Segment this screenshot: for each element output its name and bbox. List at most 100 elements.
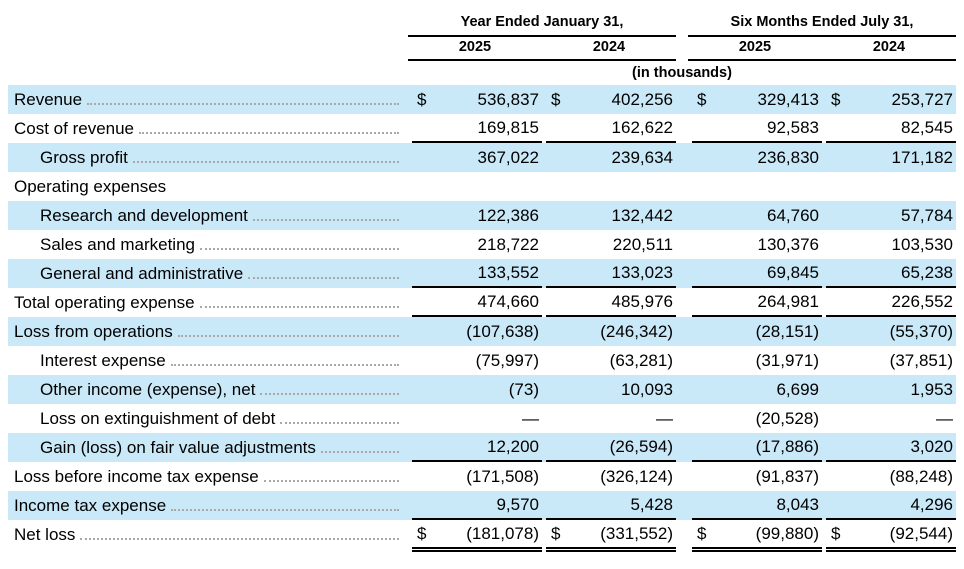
row-label: Loss on extinguishment of debt <box>40 408 276 428</box>
col-group-title: Six Months Ended July 31, <box>730 14 914 30</box>
table-row: Other income (expense), net (73) 10,093 … <box>8 375 956 404</box>
value-cell: 226,552 <box>826 288 956 317</box>
value-cell: 162,622 <box>546 114 676 143</box>
column-gap <box>676 172 688 201</box>
value-cell: — <box>546 404 676 433</box>
column-gap <box>676 143 688 172</box>
cell-value: 6,699 <box>776 379 819 399</box>
cell-value: (75,997) <box>475 350 539 370</box>
table-row: Operating expenses <box>8 172 956 201</box>
cell-value: 226,552 <box>891 291 953 311</box>
row-label: Sales and marketing <box>40 234 195 254</box>
row-label: Loss before income tax expense <box>14 466 259 486</box>
value-cell: $ 329,413 <box>692 85 822 114</box>
table-row: Research and development 122,386 132,442… <box>8 201 956 230</box>
cell-value: (63,281) <box>609 350 673 370</box>
cell-value: 65,238 <box>901 262 953 282</box>
value-cell: 64,760 <box>692 201 822 230</box>
dollar-sign: $ <box>831 523 841 543</box>
cell-value: 8,043 <box>776 494 819 514</box>
dollar-sign: $ <box>831 89 841 109</box>
table-row: Interest expense (75,997) (63,281) (31,9… <box>8 346 956 375</box>
column-gap <box>676 317 688 346</box>
table-body: Revenue $ 536,837 $ 402,256 $ 329,413 $ … <box>8 85 956 552</box>
value-cell: 130,376 <box>692 230 822 259</box>
value-cell <box>546 172 676 201</box>
dotted-leader <box>170 363 399 366</box>
cell-value: 64,760 <box>767 205 819 225</box>
row-label: Other income (expense), net <box>40 379 256 399</box>
row-label: Research and development <box>40 205 248 225</box>
cell-value: (91,837) <box>755 466 819 486</box>
dotted-leader <box>280 421 399 424</box>
dollar-sign: $ <box>551 89 561 109</box>
value-cell: 236,830 <box>692 143 822 172</box>
table-row: Loss from operations (107,638) (246,342)… <box>8 317 956 346</box>
value-cell: — <box>826 404 956 433</box>
value-cell: 57,784 <box>826 201 956 230</box>
cell-value: 9,570 <box>496 494 539 514</box>
dotted-leader <box>87 102 399 105</box>
dollar-sign: $ <box>697 89 707 109</box>
value-cell: 264,981 <box>692 288 822 317</box>
value-cell: 485,976 <box>546 288 676 317</box>
cell-value: 133,023 <box>611 262 673 282</box>
cell-value: (326,124) <box>600 466 673 486</box>
row-label: Revenue <box>14 89 83 109</box>
value-cell: 5,428 <box>546 491 676 520</box>
column-gap <box>676 404 688 433</box>
value-cell: 92,583 <box>692 114 822 143</box>
value-cell: $ 253,727 <box>826 85 956 114</box>
table-row: Loss before income tax expense (171,508)… <box>8 462 956 491</box>
year-header: 2024 <box>872 39 906 55</box>
table-row: Revenue $ 536,837 $ 402,256 $ 329,413 $ … <box>8 85 956 114</box>
cell-value: (181,078) <box>466 523 539 543</box>
dotted-leader <box>132 160 399 163</box>
cell-value: (88,248) <box>889 466 953 486</box>
cell-value: 402,256 <box>611 89 673 109</box>
column-gap <box>676 433 688 462</box>
value-cell: 367,022 <box>412 143 542 172</box>
value-cell: (63,281) <box>546 346 676 375</box>
cell-value: (73) <box>508 379 539 399</box>
value-cell: (37,851) <box>826 346 956 375</box>
table-row: Income tax expense 9,570 5,428 8,043 4,2… <box>8 491 956 520</box>
year-group: 2025 2024 <box>688 39 956 61</box>
cell-value: 103,530 <box>891 234 953 254</box>
col-group-year-ended: Year Ended January 31, <box>408 14 676 37</box>
table-row: Total operating expense 474,660 485,976 … <box>8 288 956 317</box>
cell-value: — <box>656 408 673 428</box>
cell-value: 236,830 <box>757 147 819 167</box>
cell-value: 1,953 <box>910 379 953 399</box>
value-cell: (28,151) <box>692 317 822 346</box>
cell-value: (37,851) <box>889 350 953 370</box>
row-label: Income tax expense <box>14 495 167 515</box>
dollar-sign: $ <box>417 89 427 109</box>
cell-value: 57,784 <box>901 205 953 225</box>
row-label: Gain (loss) on fair value adjustments <box>40 437 316 457</box>
year-header-row: 2025 2024 2025 2024 <box>8 39 956 61</box>
value-cell: (26,594) <box>546 433 676 462</box>
value-cell: (31,971) <box>692 346 822 375</box>
year-header: 2025 <box>738 39 772 55</box>
value-cell: 82,545 <box>826 114 956 143</box>
row-label: General and administrative <box>40 263 244 283</box>
column-gap <box>676 462 688 491</box>
value-cell: 171,182 <box>826 143 956 172</box>
cell-value: 253,727 <box>891 89 953 109</box>
value-cell: 122,386 <box>412 201 542 230</box>
value-cell: 3,020 <box>826 433 956 462</box>
year-header: 2025 <box>458 39 492 55</box>
dotted-leader <box>171 508 399 511</box>
value-cell: 133,552 <box>412 259 542 288</box>
column-gap <box>676 375 688 404</box>
row-label: Operating expenses <box>14 176 167 196</box>
dotted-leader <box>263 479 399 482</box>
dotted-leader <box>252 218 399 221</box>
value-cell <box>826 172 956 201</box>
value-cell: (171,508) <box>412 462 542 491</box>
cell-value: (28,151) <box>755 321 819 341</box>
value-cell: $ (92,544) <box>826 520 956 552</box>
column-gap <box>676 288 688 317</box>
units-note: (in thousands) <box>632 65 732 81</box>
